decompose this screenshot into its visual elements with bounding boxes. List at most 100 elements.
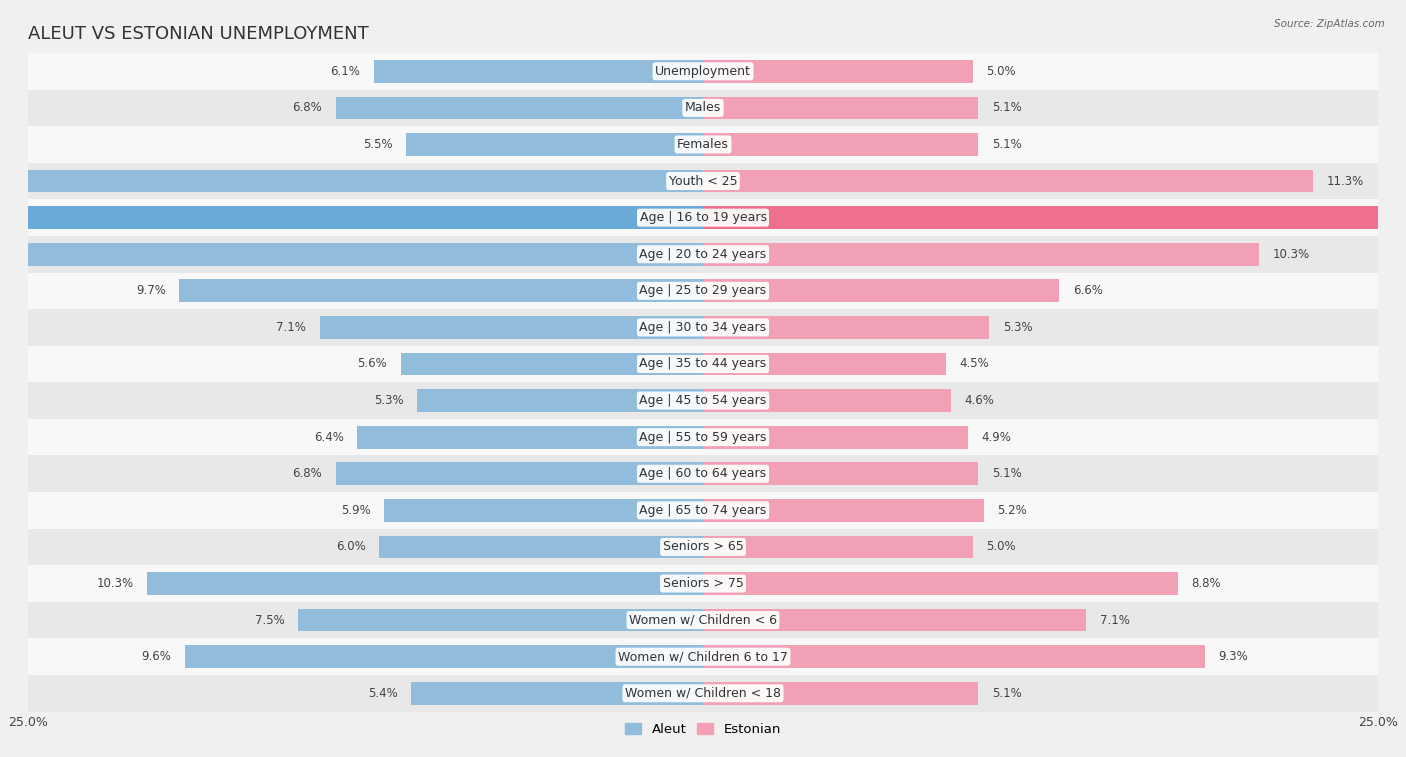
Bar <box>0 170 703 192</box>
Bar <box>703 572 1178 595</box>
Text: 5.6%: 5.6% <box>357 357 387 370</box>
Text: Women w/ Children < 18: Women w/ Children < 18 <box>626 687 780 699</box>
Text: 7.5%: 7.5% <box>254 614 284 627</box>
Bar <box>28 382 1378 419</box>
Bar <box>319 316 703 338</box>
Text: 5.1%: 5.1% <box>991 467 1022 480</box>
Bar <box>703 609 1087 631</box>
Bar <box>184 646 703 668</box>
Text: Age | 45 to 54 years: Age | 45 to 54 years <box>640 394 766 407</box>
Bar <box>28 126 1378 163</box>
Text: 5.2%: 5.2% <box>997 504 1026 517</box>
Text: Age | 55 to 59 years: Age | 55 to 59 years <box>640 431 766 444</box>
Text: 5.3%: 5.3% <box>1002 321 1032 334</box>
Bar <box>703 682 979 705</box>
Bar <box>28 53 1378 89</box>
Text: 5.0%: 5.0% <box>987 65 1017 78</box>
Bar <box>703 243 1260 266</box>
Text: 6.8%: 6.8% <box>292 101 322 114</box>
Text: Females: Females <box>678 138 728 151</box>
Text: 11.3%: 11.3% <box>1327 175 1364 188</box>
Text: 5.4%: 5.4% <box>368 687 398 699</box>
Text: 6.8%: 6.8% <box>292 467 322 480</box>
Bar <box>298 609 703 631</box>
Bar <box>28 309 1378 346</box>
Text: 7.1%: 7.1% <box>277 321 307 334</box>
Text: Age | 35 to 44 years: Age | 35 to 44 years <box>640 357 766 370</box>
Bar <box>703 426 967 448</box>
Text: Males: Males <box>685 101 721 114</box>
Bar <box>703 97 979 119</box>
Bar <box>28 528 1378 565</box>
Text: Age | 25 to 29 years: Age | 25 to 29 years <box>640 285 766 298</box>
Bar <box>703 279 1059 302</box>
Bar <box>401 353 703 375</box>
Text: Source: ZipAtlas.com: Source: ZipAtlas.com <box>1274 19 1385 29</box>
Bar <box>703 536 973 558</box>
Bar <box>28 419 1378 456</box>
Bar <box>380 536 703 558</box>
Legend: Aleut, Estonian: Aleut, Estonian <box>620 717 786 741</box>
Text: 5.5%: 5.5% <box>363 138 392 151</box>
Bar <box>146 572 703 595</box>
Text: 9.7%: 9.7% <box>136 285 166 298</box>
Text: Women w/ Children 6 to 17: Women w/ Children 6 to 17 <box>619 650 787 663</box>
Text: 4.6%: 4.6% <box>965 394 994 407</box>
Bar <box>28 565 1378 602</box>
Text: 5.9%: 5.9% <box>342 504 371 517</box>
Text: Age | 20 to 24 years: Age | 20 to 24 years <box>640 248 766 260</box>
Text: Age | 60 to 64 years: Age | 60 to 64 years <box>640 467 766 480</box>
Text: 6.1%: 6.1% <box>330 65 360 78</box>
Bar <box>0 207 703 229</box>
Bar <box>412 682 703 705</box>
Bar <box>28 236 1378 273</box>
Text: 5.3%: 5.3% <box>374 394 404 407</box>
Text: 5.0%: 5.0% <box>987 540 1017 553</box>
Text: Age | 30 to 34 years: Age | 30 to 34 years <box>640 321 766 334</box>
Text: 7.1%: 7.1% <box>1099 614 1129 627</box>
Text: 5.1%: 5.1% <box>991 138 1022 151</box>
Bar <box>180 279 703 302</box>
Bar <box>406 133 703 156</box>
Text: 9.3%: 9.3% <box>1219 650 1249 663</box>
Text: Seniors > 65: Seniors > 65 <box>662 540 744 553</box>
Text: Seniors > 75: Seniors > 75 <box>662 577 744 590</box>
Bar <box>28 89 1378 126</box>
Bar <box>703 170 1313 192</box>
Text: Age | 16 to 19 years: Age | 16 to 19 years <box>640 211 766 224</box>
Bar <box>703 463 979 485</box>
Text: Youth < 25: Youth < 25 <box>669 175 737 188</box>
Bar <box>703 389 952 412</box>
Bar <box>703 60 973 83</box>
Bar <box>374 60 703 83</box>
Text: Women w/ Children < 6: Women w/ Children < 6 <box>628 614 778 627</box>
Bar <box>703 499 984 522</box>
Bar <box>28 675 1378 712</box>
Bar <box>703 207 1406 229</box>
Bar <box>384 499 703 522</box>
Bar <box>0 243 703 266</box>
Text: 4.5%: 4.5% <box>959 357 990 370</box>
Text: 8.8%: 8.8% <box>1192 577 1222 590</box>
Bar <box>28 456 1378 492</box>
Bar <box>416 389 703 412</box>
Bar <box>28 273 1378 309</box>
Bar <box>336 97 703 119</box>
Text: Age | 65 to 74 years: Age | 65 to 74 years <box>640 504 766 517</box>
Text: 10.3%: 10.3% <box>96 577 134 590</box>
Bar <box>357 426 703 448</box>
Bar <box>28 163 1378 199</box>
Bar <box>28 492 1378 528</box>
Text: 6.6%: 6.6% <box>1073 285 1102 298</box>
Text: 6.4%: 6.4% <box>314 431 344 444</box>
Bar <box>28 346 1378 382</box>
Bar <box>28 638 1378 675</box>
Bar <box>703 133 979 156</box>
Bar <box>703 353 946 375</box>
Text: 6.0%: 6.0% <box>336 540 366 553</box>
Bar <box>28 602 1378 638</box>
Text: 5.1%: 5.1% <box>991 101 1022 114</box>
Bar <box>28 199 1378 236</box>
Text: 9.6%: 9.6% <box>142 650 172 663</box>
Text: ALEUT VS ESTONIAN UNEMPLOYMENT: ALEUT VS ESTONIAN UNEMPLOYMENT <box>28 25 368 43</box>
